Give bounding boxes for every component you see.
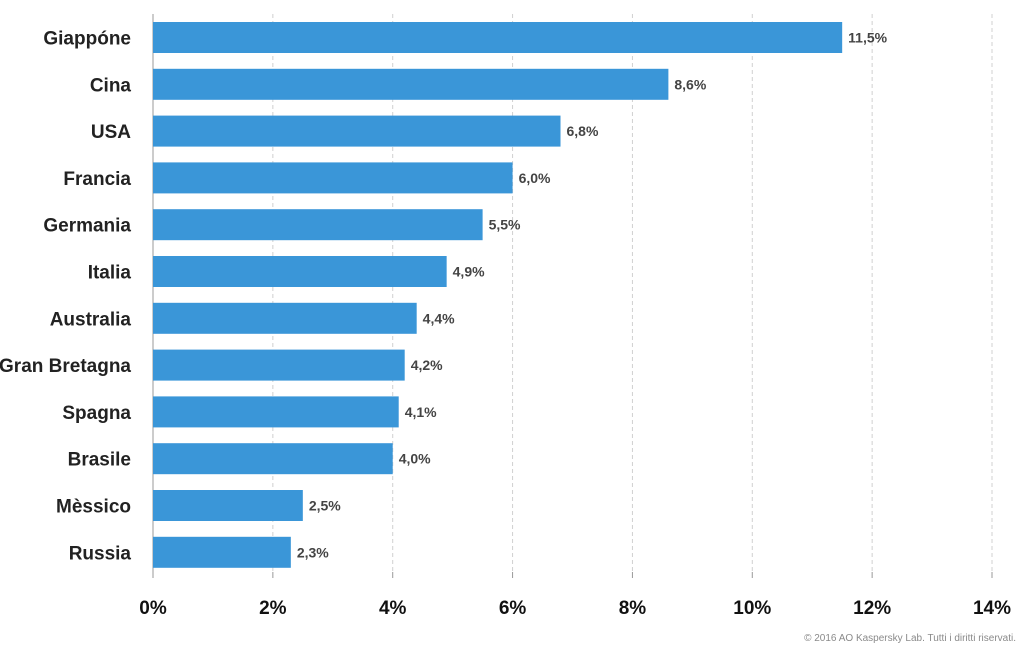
x-tick-label: 10% <box>733 598 771 619</box>
bar <box>153 22 843 53</box>
value-label: 6,0% <box>519 170 551 186</box>
x-tick-label: 2% <box>259 598 287 619</box>
grid-lines <box>272 14 993 572</box>
value-label: 8,6% <box>674 76 706 92</box>
value-label: 2,5% <box>309 498 341 514</box>
category-label: Cina <box>90 75 132 96</box>
bar <box>153 396 399 428</box>
bar <box>153 256 447 287</box>
x-tick-label: 8% <box>619 598 647 619</box>
category-label: Russia <box>69 543 132 564</box>
value-label: 4,1% <box>405 404 437 420</box>
bar <box>153 115 561 147</box>
x-tick-label: 0% <box>139 598 167 619</box>
value-label: 2,3% <box>297 544 329 560</box>
category-label: Gran Bretagna <box>0 356 131 377</box>
category-label: Mèssico <box>56 497 131 518</box>
bar <box>153 349 405 381</box>
copyright-notice: © 2016 AO Kaspersky Lab. Tutti i diritti… <box>804 633 1016 644</box>
bar <box>153 443 393 475</box>
bar <box>153 302 417 334</box>
category-label: Francia <box>63 169 131 190</box>
category-label: USA <box>91 122 131 143</box>
category-label: Spagna <box>62 403 131 424</box>
category-label: Germania <box>43 216 131 237</box>
bars <box>153 22 843 568</box>
category-label: Brasile <box>68 450 131 471</box>
category-label: Giappóne <box>43 29 131 50</box>
category-label: Australia <box>50 309 132 330</box>
bar <box>153 162 513 194</box>
x-tick-label: 6% <box>499 598 527 619</box>
value-label: 4,9% <box>453 264 485 280</box>
value-label: 5,5% <box>489 217 521 233</box>
bar <box>153 536 291 568</box>
category-labels: Giappóne Cina USA Francia Germania Italia Aust… <box>0 29 131 565</box>
category-label: Italia <box>88 263 132 284</box>
x-tick-labels: 0% 2% 4% 6% 8% 10% 12% 14% <box>139 598 1011 619</box>
value-label: 11,5% <box>848 30 887 46</box>
axes <box>152 14 993 578</box>
value-label: 4,0% <box>399 451 431 467</box>
x-tick-label: 12% <box>853 598 891 619</box>
value-label: 4,2% <box>411 357 443 373</box>
value-labels: 11,5% 8,6% 6,8% 6,0% 5,5% 4,9% 4,4% 4,2% 4,1% 4,0… <box>297 30 888 561</box>
bar <box>153 490 303 521</box>
bar <box>153 209 483 241</box>
x-tick-label: 4% <box>379 598 407 619</box>
value-label: 4,4% <box>423 310 455 326</box>
x-tick-label: 14% <box>973 598 1011 619</box>
bar <box>153 68 669 100</box>
value-label: 6,8% <box>567 123 599 139</box>
